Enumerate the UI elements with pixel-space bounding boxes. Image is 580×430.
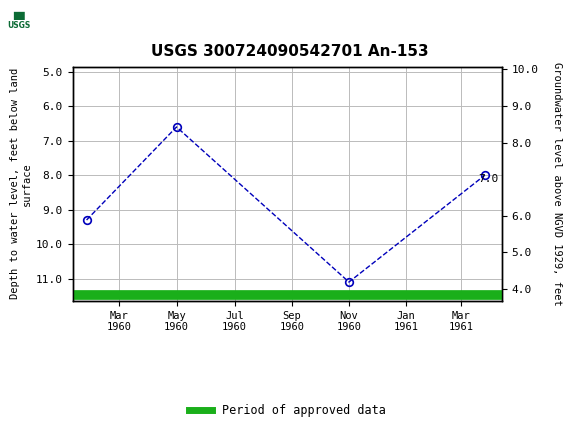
Legend: Period of approved data: Period of approved data: [184, 399, 390, 422]
Text: 7.0: 7.0: [478, 174, 499, 184]
Text: USGS 300724090542701 An-153: USGS 300724090542701 An-153: [151, 44, 429, 59]
FancyBboxPatch shape: [6, 4, 44, 37]
Text: ██
USGS: ██ USGS: [8, 11, 31, 30]
Y-axis label: Depth to water level, feet below land
surface: Depth to water level, feet below land su…: [10, 68, 32, 299]
Text: USGS: USGS: [44, 12, 99, 29]
Y-axis label: Groundwater level above NGVD 1929, feet: Groundwater level above NGVD 1929, feet: [552, 62, 563, 306]
